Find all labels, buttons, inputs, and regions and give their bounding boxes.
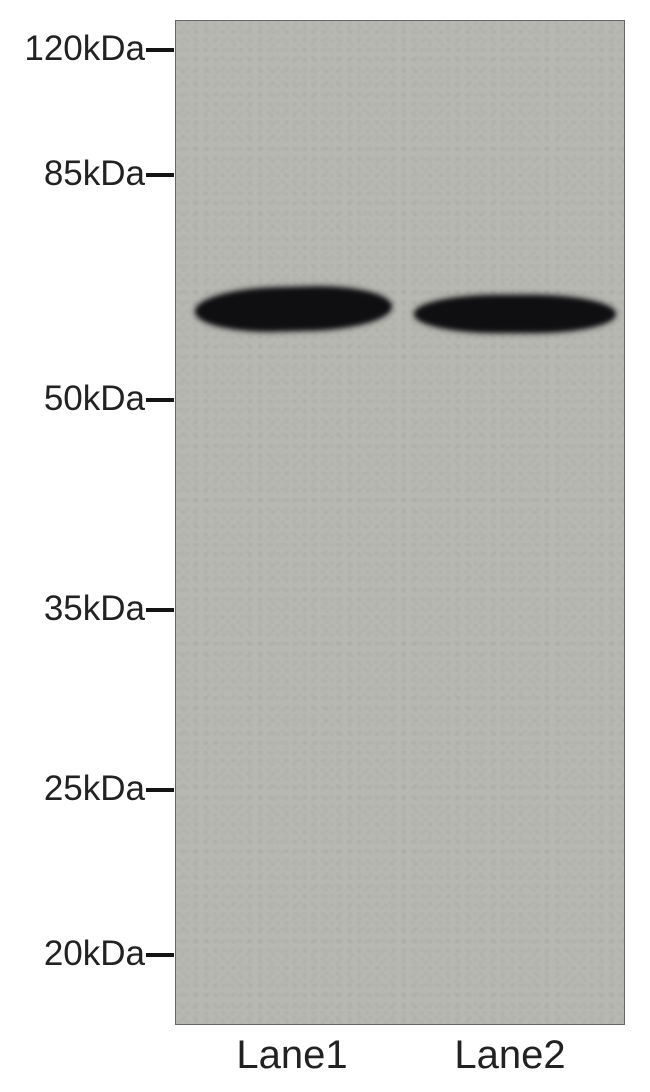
lane-label: Lane1 (212, 1033, 372, 1078)
marker-label: 120kDa (24, 29, 145, 69)
marker-label: 25kDa (44, 769, 145, 809)
marker-tick (146, 953, 174, 957)
marker-tick (146, 788, 174, 792)
marker-tick (146, 173, 174, 177)
lane-label: Lane2 (430, 1033, 590, 1078)
marker-label: 85kDa (44, 154, 145, 194)
marker-tick (146, 608, 174, 612)
marker-tick (146, 48, 174, 52)
blot-membrane (175, 20, 625, 1025)
marker-label: 35kDa (44, 589, 145, 629)
marker-label: 50kDa (44, 379, 145, 419)
protein-band (415, 296, 615, 332)
marker-tick (146, 398, 174, 402)
western-blot-figure: 120kDa 85kDa 50kDa 35kDa 25kDa 20kDa Lane1 Lan… (0, 0, 650, 1092)
marker-label: 20kDa (44, 934, 145, 974)
